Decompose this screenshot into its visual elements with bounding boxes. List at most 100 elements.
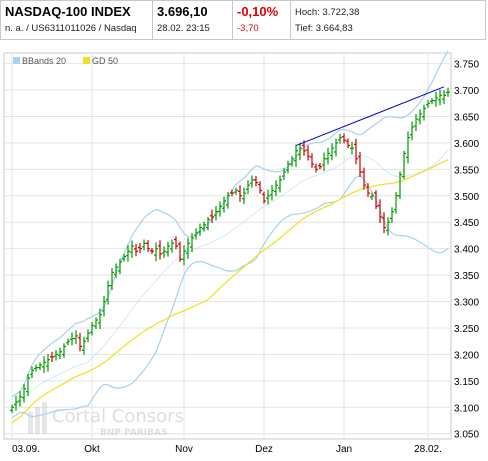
plot-area bbox=[3, 52, 452, 440]
ohlc-bar bbox=[22, 383, 26, 403]
ohlc-bar bbox=[286, 160, 290, 174]
ohlc-bar bbox=[202, 221, 206, 232]
ohlc-bar bbox=[406, 131, 410, 164]
watermark: Cortal Consors BNP PARIBAS bbox=[28, 402, 184, 438]
ohlc-bar bbox=[106, 280, 110, 305]
ohlc-bar bbox=[238, 185, 242, 202]
ohlc-bar bbox=[442, 90, 446, 105]
x-tick-label: 03.09. bbox=[12, 444, 40, 455]
ohlc-bar bbox=[46, 354, 50, 372]
legend-bbands: BBands 20 bbox=[22, 56, 66, 66]
ohlc-bar bbox=[314, 163, 318, 173]
moving-average bbox=[11, 159, 449, 424]
ohlc-bar bbox=[166, 241, 170, 257]
y-tick-label: 3.500 bbox=[454, 192, 479, 203]
ohlc-bar bbox=[234, 187, 238, 195]
ohlc-bar bbox=[122, 253, 126, 262]
last-price: 3.696,10 bbox=[157, 4, 208, 19]
gd-line bbox=[11, 159, 449, 424]
ohlc-bar bbox=[306, 145, 310, 161]
ohlc-bar bbox=[242, 187, 246, 205]
ohlc-bar bbox=[90, 322, 94, 336]
y-tick-label: 3.700 bbox=[454, 86, 479, 97]
ohlc-bar bbox=[426, 100, 430, 108]
legend-swatch-gd bbox=[83, 57, 90, 64]
ohlc-bar bbox=[402, 150, 406, 180]
y-tick-label: 3.750 bbox=[454, 60, 479, 71]
ohlc-bar bbox=[30, 366, 34, 379]
x-axis: 03.09. Okt Nov Dez Jan 28.02. bbox=[12, 444, 442, 455]
ohlc-bar bbox=[102, 295, 106, 317]
ohlc-bar bbox=[394, 191, 398, 214]
x-tick-label: Dez bbox=[255, 444, 273, 455]
x-tick-label: 28.02. bbox=[414, 444, 442, 455]
ohlc-bar bbox=[370, 192, 374, 201]
ohlc-bar bbox=[74, 330, 78, 345]
change-percent: -0,10% bbox=[237, 4, 279, 19]
ohlc-bar bbox=[310, 153, 314, 168]
price-timestamp: 28.02. 23:15 bbox=[157, 23, 210, 34]
watermark-sub: BNP PARIBAS bbox=[100, 428, 167, 438]
ohlc-bar bbox=[126, 245, 130, 262]
legend-swatch-bbands bbox=[13, 57, 20, 64]
y-tick-label: 3.100 bbox=[454, 403, 479, 414]
ohlc-bar bbox=[78, 332, 82, 352]
ohlc-bar bbox=[26, 373, 30, 397]
change-absolute: -3,70 bbox=[237, 23, 259, 34]
ohlc-bar bbox=[58, 347, 62, 360]
y-tick-label: 3.400 bbox=[454, 245, 479, 256]
ohlc-bar bbox=[34, 364, 38, 372]
ohlc-bar bbox=[82, 336, 86, 355]
ohlc-bar bbox=[110, 268, 114, 291]
ohlc-bar bbox=[398, 171, 402, 199]
day-low: Tief: 3.664,83 bbox=[295, 23, 353, 34]
bband-middle bbox=[11, 149, 449, 408]
y-tick-label: 3.300 bbox=[454, 298, 479, 309]
ohlc-bar bbox=[198, 223, 202, 236]
ohlc-bar bbox=[66, 338, 70, 346]
ohlc-bar bbox=[430, 97, 434, 104]
x-tick-label: Okt bbox=[84, 444, 100, 455]
trendline-group bbox=[295, 86, 445, 146]
ohlc-bar bbox=[414, 114, 418, 132]
ohlc-bar bbox=[158, 240, 162, 260]
ohlc-bar bbox=[210, 209, 214, 224]
ohlc-bar bbox=[334, 138, 338, 157]
ohlc-bar bbox=[218, 201, 222, 217]
ohlc-bar bbox=[150, 247, 154, 254]
instrument-name: NASDAQ-100 INDEX bbox=[5, 4, 131, 19]
day-high: Hoch: 3.722,38 bbox=[295, 7, 360, 18]
ohlc-bar bbox=[130, 240, 134, 258]
ohlc-bar bbox=[162, 246, 166, 258]
ohlc-bar bbox=[386, 217, 390, 236]
x-tick-label: Nov bbox=[175, 444, 193, 455]
y-tick-label: 3.150 bbox=[454, 377, 479, 388]
ohlc-bar bbox=[418, 109, 422, 125]
range-cell: Hoch: 3.722,38 Tief: 3.664,83 bbox=[291, 1, 485, 39]
bband-lower bbox=[11, 174, 449, 419]
price-cell: 3.696,10 28.02. 23:15 bbox=[153, 1, 233, 39]
ohlc-bar bbox=[50, 351, 54, 363]
ohlc-bar bbox=[138, 243, 142, 254]
change-cell: -0,10% -3,70 bbox=[233, 1, 291, 39]
ohlc-bar bbox=[54, 350, 58, 361]
instrument-cell: NASDAQ-100 INDEX n. a. / US6311011026 / … bbox=[1, 1, 153, 39]
ohlc-bar bbox=[350, 142, 354, 155]
y-tick-label: 3.050 bbox=[454, 430, 479, 441]
y-tick-label: 3.350 bbox=[454, 271, 479, 282]
ohlc-bar bbox=[374, 190, 378, 209]
ohlc-bar bbox=[390, 207, 394, 223]
ohlc-bar bbox=[222, 196, 226, 213]
ohlc-bar bbox=[290, 156, 294, 167]
ohlc-bar bbox=[422, 104, 426, 121]
ohlc-bar bbox=[10, 404, 14, 414]
ohlc-bar bbox=[322, 152, 326, 171]
ohlc-bar bbox=[278, 175, 282, 193]
ohlc-bar bbox=[354, 138, 358, 165]
ohlc-bar bbox=[178, 241, 182, 262]
brand-logo-icon bbox=[28, 402, 47, 434]
ohlc-bar bbox=[194, 228, 198, 240]
ohlc-bar bbox=[274, 180, 278, 197]
ohlc-bar bbox=[154, 242, 158, 262]
y-tick-label: 3.600 bbox=[454, 139, 479, 150]
